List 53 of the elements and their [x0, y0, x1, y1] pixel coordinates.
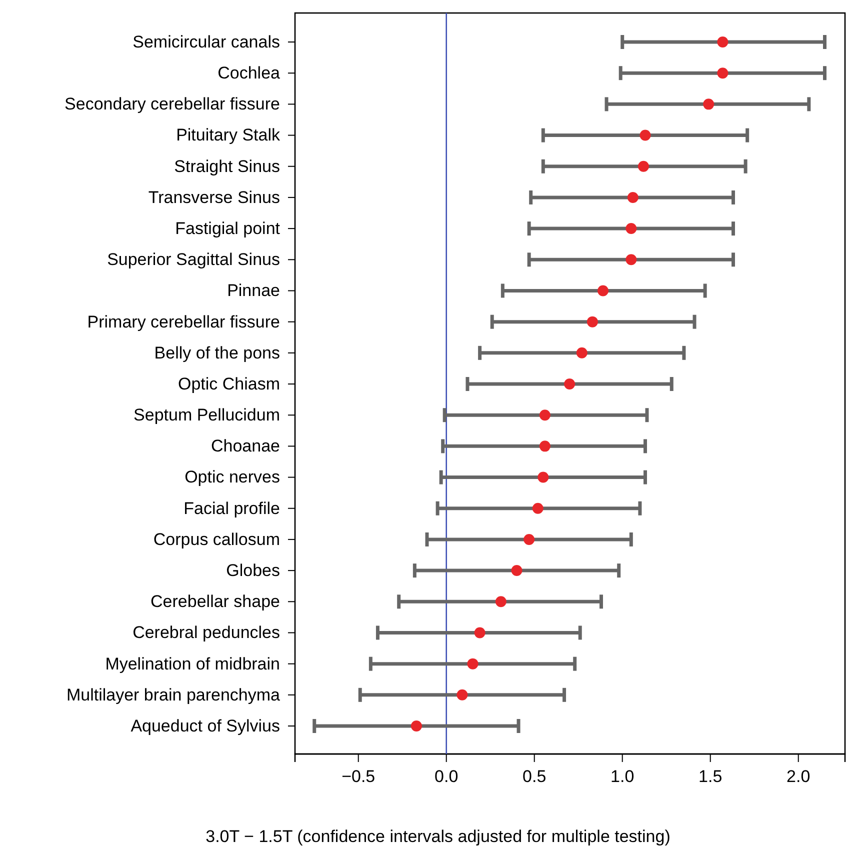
x-axis-title: 3.0T − 1.5T (confidence intervals adjusted for multiple testing) [206, 827, 670, 846]
y-tick-label: Myelination of midbrain [105, 654, 280, 674]
y-tick-label: Straight Sinus [174, 156, 280, 176]
y-tick-label: Belly of the pons [154, 343, 280, 362]
point [586, 316, 598, 328]
y-tick-label: Multilayer brain parenchyma [66, 685, 281, 704]
point [717, 68, 728, 79]
point [564, 378, 576, 390]
y-tick-label: Optic Chiasm [178, 374, 280, 394]
point [532, 502, 544, 514]
point [576, 347, 588, 358]
point [538, 472, 549, 483]
point [717, 36, 728, 48]
y-tick-label: Fastigial point [175, 218, 280, 238]
point [627, 192, 638, 203]
x-tick-label: −0.5 [342, 767, 376, 786]
y-tick-label: Transverse Sinus [148, 188, 280, 207]
point [511, 565, 522, 576]
y-tick-label: Optic nerves [184, 468, 280, 487]
point [640, 130, 651, 141]
x-tick-label: 1.0 [610, 767, 634, 786]
point [474, 627, 486, 638]
y-tick-label: Facial profile [184, 498, 280, 518]
y-tick-label: Corpus callosum [153, 530, 280, 549]
point [539, 440, 550, 452]
x-tick-label: 0.0 [434, 767, 458, 786]
point [539, 410, 550, 421]
y-tick-label: Cerebral peduncles [132, 623, 280, 642]
y-tick-label: Primary cerebellar fissure [87, 312, 280, 332]
point [410, 720, 422, 732]
y-tick-label: Cerebellar shape [150, 592, 280, 612]
y-tick-label: Septum Pellucidum [134, 406, 280, 425]
point [638, 160, 649, 172]
point [467, 658, 478, 670]
y-tick-label: Pituitary Stalk [176, 126, 280, 145]
y-tick-label: Superior Sagittal Sinus [107, 250, 280, 270]
point [626, 223, 637, 234]
point [626, 254, 637, 266]
x-tick-label: 2.0 [786, 767, 810, 786]
point [524, 534, 535, 545]
y-tick-label: Choanae [210, 436, 280, 456]
y-tick-label: Globes [226, 560, 280, 580]
y-tick-label: Semicircular canals [132, 32, 280, 52]
point [598, 285, 608, 296]
x-tick-label: 1.5 [698, 767, 722, 786]
y-tick-label: Pinnae [227, 281, 280, 300]
y-tick-label: Secondary cerebellar fissure [64, 94, 280, 114]
y-tick-label: Aqueduct of Sylvius [130, 716, 280, 736]
x-tick-label: 0.5 [522, 767, 546, 786]
y-tick-label: Cochlea [218, 64, 281, 83]
point [456, 689, 468, 700]
point [495, 596, 506, 608]
point [703, 98, 714, 110]
